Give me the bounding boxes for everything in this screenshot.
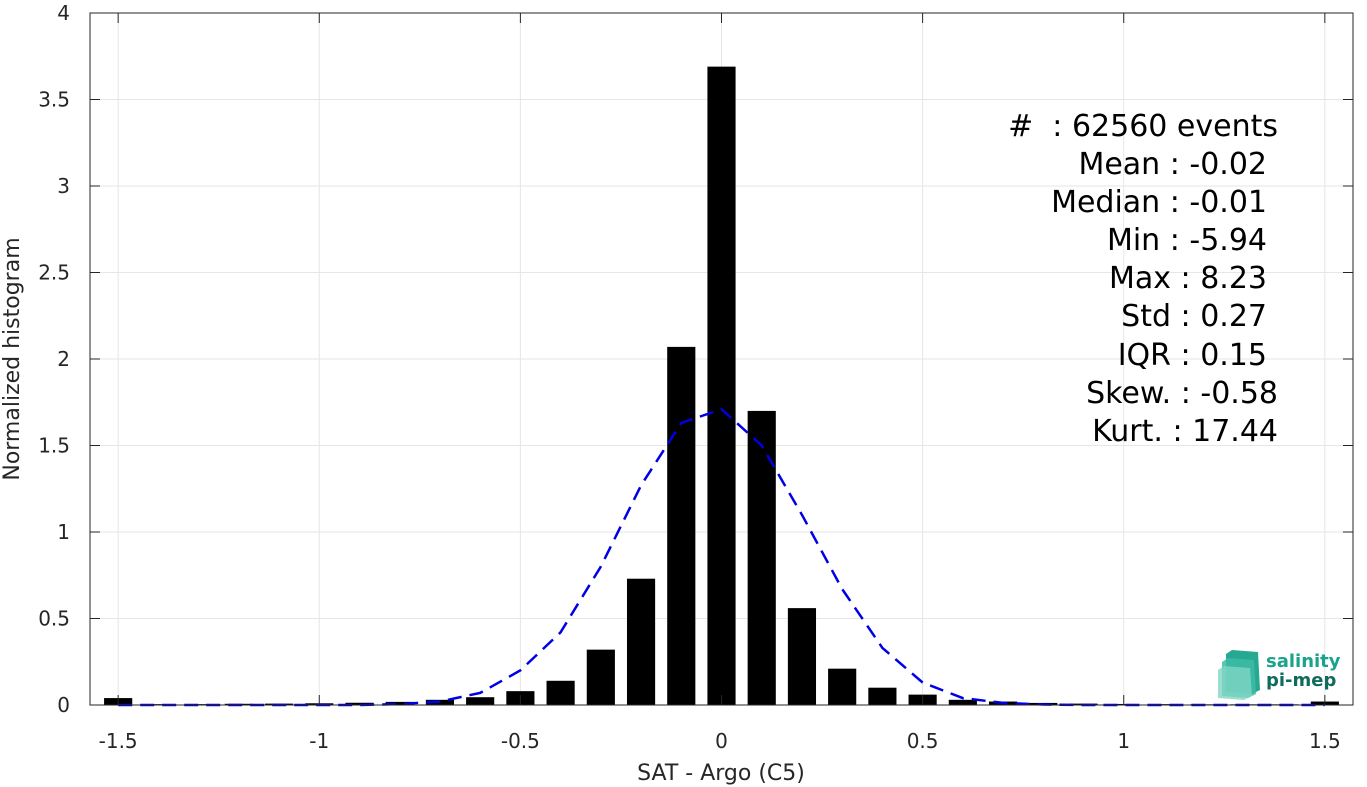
y-tick-label: 4 [57,1,70,25]
stat-skew: Skew. : -0.58 [1086,376,1278,411]
histogram-bar [345,702,374,705]
x-axis-label: SAT - Argo (C5) [637,761,805,786]
histogram-bar [747,410,776,705]
y-tick-label: 1.5 [38,434,70,458]
x-tick-label: 0 [715,729,728,753]
histogram-bar [868,687,897,705]
axis-ticks [90,12,1353,706]
y-tick-label: 1 [57,520,70,544]
stat-median: Median : -0.01 [1051,185,1267,220]
x-tick-labels: -1.5 -1 -0.5 0 0.5 1 1.5 [99,729,1341,753]
y-tick-label: 2.5 [38,261,70,285]
y-axis-label: Normalized histogram [0,237,25,480]
stat-min: Min : -5.94 [1107,223,1267,258]
x-tick-label: -0.5 [501,729,540,753]
histogram-bar [466,697,495,705]
logo-line1: salinity [1266,651,1341,672]
statistics-box: # : 62560 events Mean : -0.02 Median : -… [1008,109,1278,449]
y-tick-label: 3.5 [38,88,70,112]
y-tick-label: 2 [57,347,70,371]
stat-mean: Mean : -0.02 [1078,147,1267,182]
x-tick-label: 1.5 [1309,729,1341,753]
histogram-bar [385,701,414,705]
histogram-bar [546,680,575,705]
histogram-bar [667,346,696,705]
x-tick-label: -1.5 [99,729,138,753]
x-tick-label: 1 [1117,729,1130,753]
histogram-bar [626,578,656,705]
histogram-bar [787,608,817,705]
histogram-bar [948,699,977,705]
histogram-bar [586,649,615,705]
logo-wave-icon [1218,650,1260,700]
stat-iqr: IQR : 0.15 [1118,338,1267,373]
y-tick-labels: 0 0.5 1 1.5 2 2.5 3 3.5 4 [38,1,70,717]
histogram-bar [828,668,857,705]
logo-line2: pi-mep [1266,670,1336,691]
y-tick-label: 0 [57,693,70,717]
stat-count: # : 62560 events [1008,109,1278,144]
x-tick-label: 0.5 [907,729,939,753]
salinity-pi-mep-logo: salinity pi-mep [1218,650,1341,700]
x-tick-label: -1 [309,729,329,753]
stat-std: Std : 0.27 [1121,299,1267,334]
y-tick-label: 0.5 [38,607,70,631]
stat-max: Max : 8.23 [1109,261,1267,296]
histogram-bar [707,66,736,705]
y-tick-label: 3 [57,174,70,198]
stat-kurt: Kurt. : 17.44 [1092,414,1278,449]
